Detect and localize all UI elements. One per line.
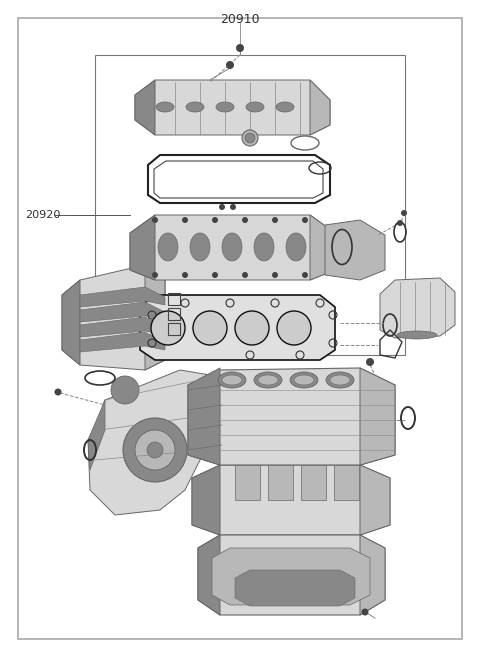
- Polygon shape: [80, 302, 165, 322]
- Ellipse shape: [246, 102, 264, 112]
- Polygon shape: [198, 535, 385, 615]
- Circle shape: [212, 272, 218, 278]
- Circle shape: [366, 358, 374, 366]
- Polygon shape: [380, 278, 455, 338]
- Circle shape: [302, 272, 308, 278]
- Ellipse shape: [286, 233, 306, 261]
- Circle shape: [302, 217, 308, 223]
- Ellipse shape: [186, 102, 204, 112]
- Ellipse shape: [276, 102, 294, 112]
- Polygon shape: [130, 215, 335, 280]
- Polygon shape: [325, 220, 385, 280]
- Ellipse shape: [397, 331, 437, 339]
- Bar: [95, 55, 405, 355]
- Circle shape: [361, 608, 369, 616]
- Polygon shape: [268, 465, 293, 500]
- Ellipse shape: [218, 372, 246, 388]
- Polygon shape: [80, 332, 165, 352]
- Circle shape: [242, 272, 248, 278]
- Ellipse shape: [216, 102, 234, 112]
- Polygon shape: [62, 265, 165, 370]
- Circle shape: [123, 418, 187, 482]
- Ellipse shape: [254, 233, 274, 261]
- Polygon shape: [360, 368, 395, 465]
- Circle shape: [193, 311, 227, 345]
- Polygon shape: [235, 465, 260, 500]
- Ellipse shape: [158, 233, 178, 261]
- Polygon shape: [212, 548, 370, 605]
- Circle shape: [152, 272, 158, 278]
- Polygon shape: [88, 400, 105, 470]
- Ellipse shape: [290, 372, 318, 388]
- Polygon shape: [188, 368, 220, 465]
- Circle shape: [272, 217, 278, 223]
- Circle shape: [111, 376, 139, 404]
- Polygon shape: [192, 465, 220, 535]
- Polygon shape: [80, 287, 165, 307]
- Ellipse shape: [254, 372, 282, 388]
- Polygon shape: [188, 368, 395, 465]
- Polygon shape: [80, 317, 165, 337]
- Polygon shape: [235, 570, 355, 606]
- Polygon shape: [88, 370, 215, 515]
- Text: 20910: 20910: [220, 13, 260, 26]
- Ellipse shape: [330, 375, 350, 385]
- Circle shape: [226, 61, 234, 69]
- Polygon shape: [192, 465, 390, 535]
- Circle shape: [152, 217, 158, 223]
- Ellipse shape: [294, 375, 314, 385]
- Ellipse shape: [222, 375, 242, 385]
- Circle shape: [235, 311, 269, 345]
- Circle shape: [277, 311, 311, 345]
- Circle shape: [272, 272, 278, 278]
- Circle shape: [147, 442, 163, 458]
- Polygon shape: [301, 465, 326, 500]
- Ellipse shape: [156, 102, 174, 112]
- Text: 20920: 20920: [25, 210, 60, 220]
- Polygon shape: [145, 265, 165, 370]
- Polygon shape: [140, 295, 335, 360]
- Polygon shape: [135, 80, 155, 135]
- Circle shape: [236, 44, 244, 52]
- Circle shape: [397, 220, 403, 226]
- Ellipse shape: [326, 372, 354, 388]
- Polygon shape: [135, 80, 330, 135]
- Ellipse shape: [190, 233, 210, 261]
- Circle shape: [212, 217, 218, 223]
- Ellipse shape: [222, 233, 242, 261]
- Polygon shape: [310, 80, 330, 135]
- Circle shape: [182, 272, 188, 278]
- Circle shape: [230, 204, 236, 210]
- Circle shape: [151, 311, 185, 345]
- Circle shape: [182, 217, 188, 223]
- Polygon shape: [198, 535, 220, 615]
- Circle shape: [135, 430, 175, 470]
- Circle shape: [219, 204, 225, 210]
- Circle shape: [401, 210, 407, 216]
- Ellipse shape: [258, 375, 278, 385]
- Circle shape: [55, 388, 61, 396]
- Polygon shape: [360, 465, 390, 535]
- Polygon shape: [334, 465, 359, 500]
- Circle shape: [245, 133, 255, 143]
- Polygon shape: [360, 535, 385, 615]
- Polygon shape: [62, 280, 80, 365]
- Polygon shape: [130, 215, 155, 280]
- Circle shape: [242, 217, 248, 223]
- Polygon shape: [310, 215, 335, 280]
- Circle shape: [242, 130, 258, 146]
